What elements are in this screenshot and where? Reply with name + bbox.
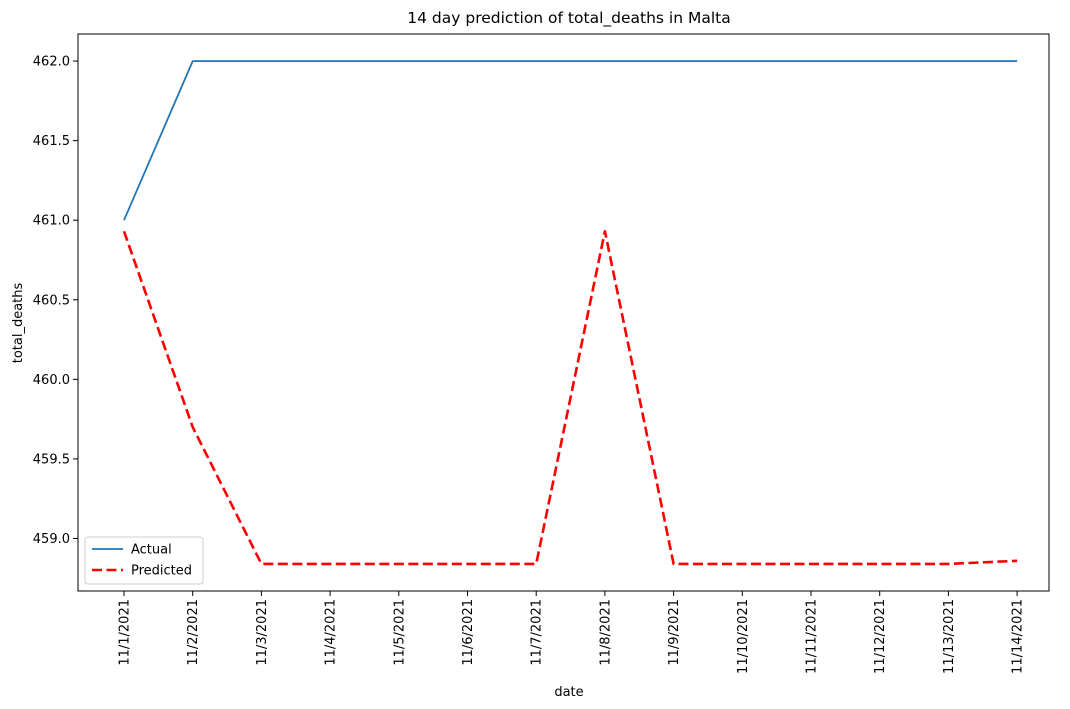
plot-frame [77, 33, 1050, 592]
x-tick-label: 11/4/2021 [324, 599, 339, 666]
y-tick-label: 459.0 [33, 532, 70, 547]
series-line-actual [123, 60, 1018, 221]
x-tick-label: 11/10/2021 [736, 599, 751, 674]
x-tick-label: 11/13/2021 [942, 599, 957, 674]
legend-label-predicted: Predicted [131, 564, 192, 579]
y-tick-label: 460.5 [33, 293, 70, 308]
series-line-predicted [122, 230, 1018, 566]
y-tick-label: 460.0 [33, 373, 70, 388]
x-tick-label: 11/11/2021 [805, 599, 820, 674]
x-tick-label: 11/7/2021 [530, 599, 545, 666]
x-tick-label: 11/2/2021 [186, 599, 201, 666]
x-tick-label: 11/8/2021 [598, 599, 613, 666]
x-tick-label: 11/14/2021 [1011, 599, 1026, 674]
legend: Actual Predicted [84, 536, 204, 585]
chart-title: 14 day prediction of total_deaths in Mal… [407, 9, 730, 28]
y-tick-label: 461.0 [33, 214, 70, 229]
y-tick-label: 461.5 [33, 134, 70, 149]
x-axis-label: date [554, 685, 583, 700]
x-tick-label: 11/9/2021 [667, 599, 682, 666]
x-tick-label: 11/12/2021 [873, 599, 888, 674]
y-tick-label: 459.5 [33, 452, 70, 467]
plot-area: 459.0 459.5 460.0 460.5 461.0 461.5 462.0 11/1/… [33, 33, 1050, 674]
y-axis-label: total_deaths [11, 283, 26, 364]
x-tick-label: 11/5/2021 [392, 599, 407, 666]
x-tick-label: 11/3/2021 [255, 599, 270, 666]
y-tick-label: 462.0 [33, 55, 70, 70]
x-tick-label: 11/1/2021 [118, 599, 133, 666]
x-tick-label: 11/6/2021 [461, 599, 476, 666]
legend-label-actual: Actual [131, 543, 172, 558]
